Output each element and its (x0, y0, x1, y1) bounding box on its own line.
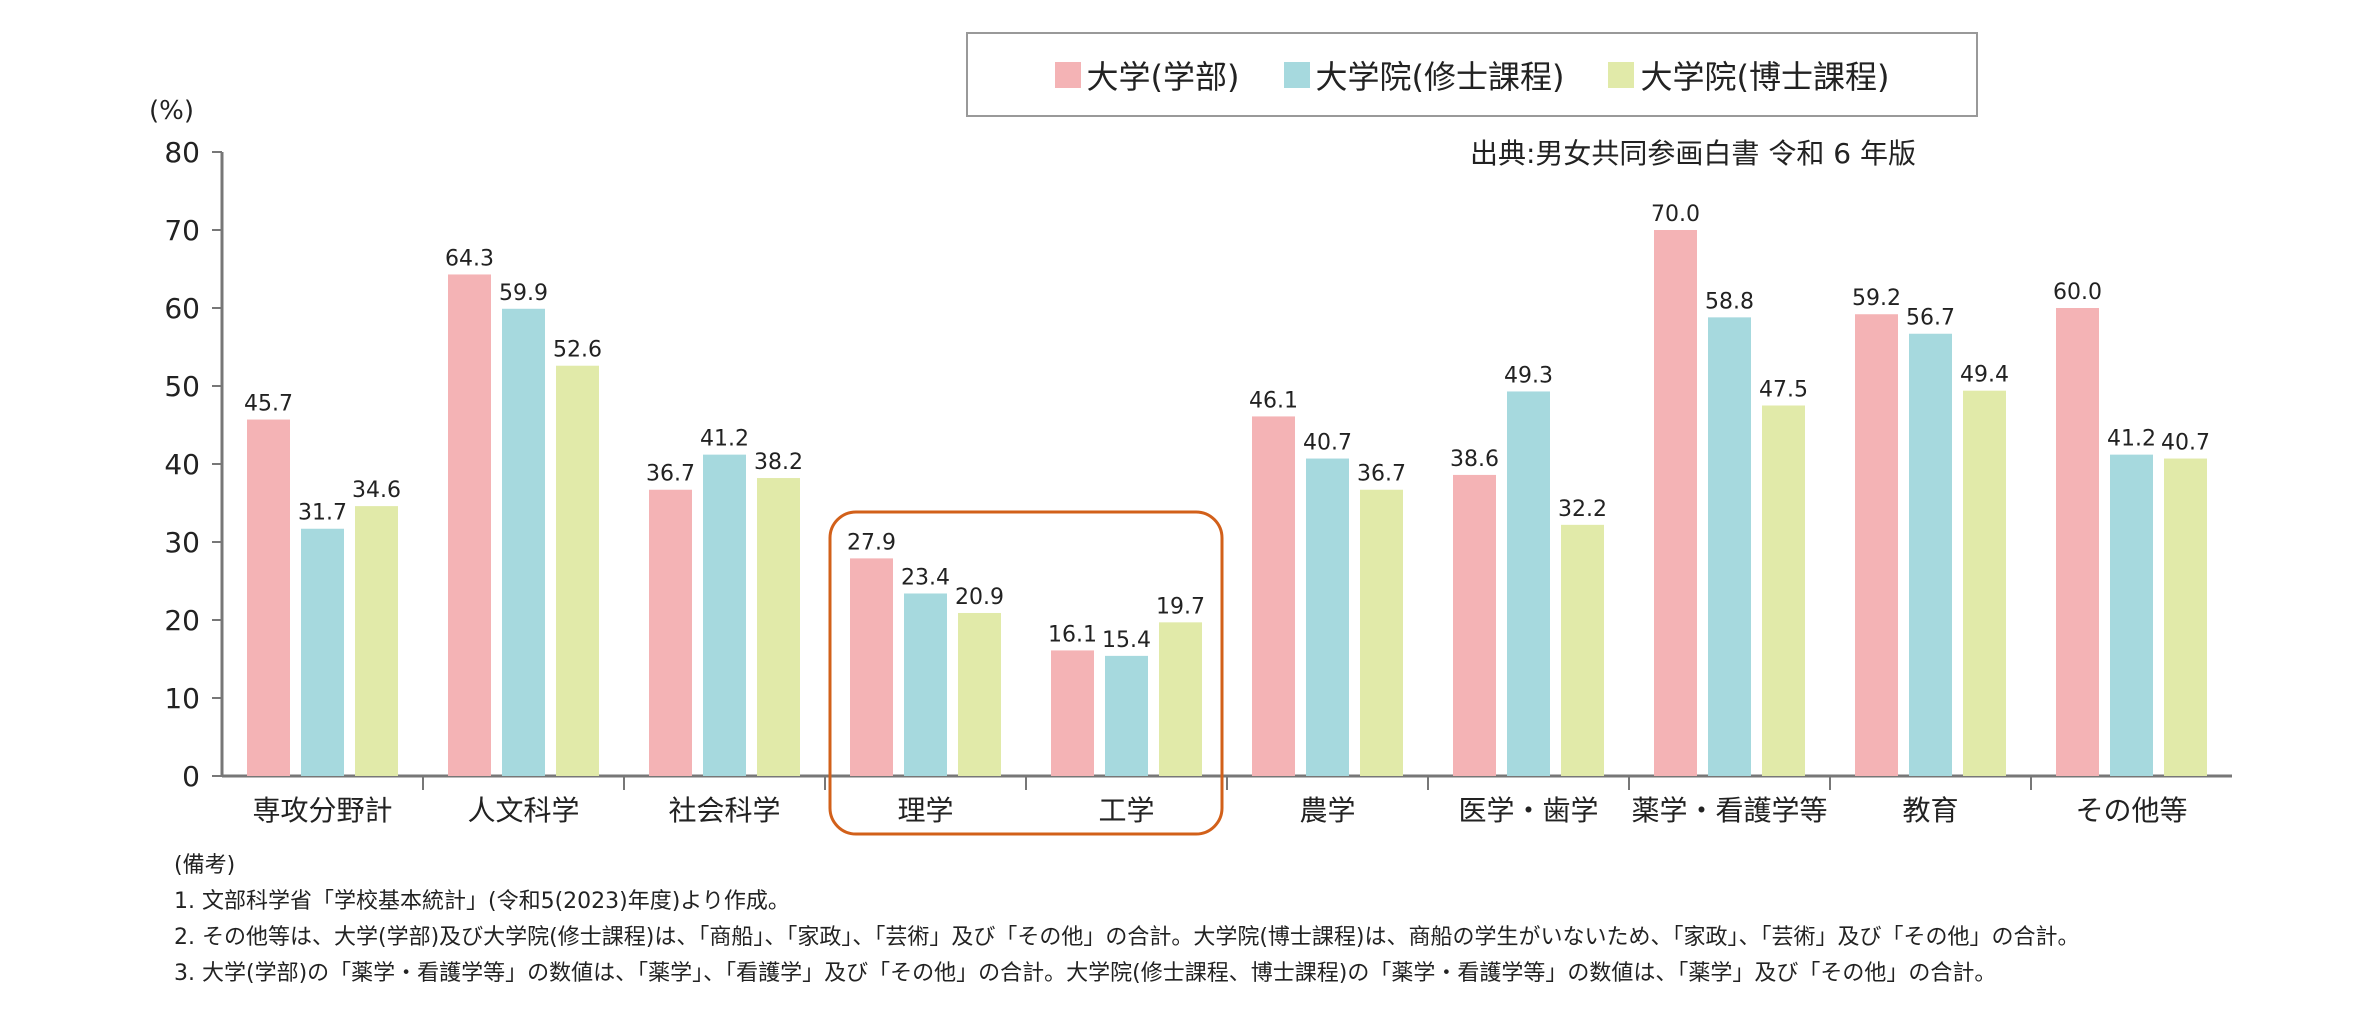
bar (850, 558, 893, 776)
bar (1561, 524, 1604, 776)
legend-swatch-masters (1283, 61, 1310, 88)
x-tick-label: 薬学・看護学等 (1631, 794, 1827, 827)
y-tick-label: 70 (164, 214, 200, 247)
y-tick-label: 60 (164, 292, 200, 325)
data-label: 38.6 (1450, 447, 1499, 472)
data-label: 32.2 (1558, 497, 1607, 522)
bar (649, 489, 692, 776)
bar (2056, 308, 2099, 776)
data-label: 64.3 (445, 246, 494, 271)
y-tick-label: 50 (164, 370, 200, 403)
x-tick-label: 理学 (897, 794, 953, 827)
x-tick-label: 医学・歯学 (1458, 794, 1598, 827)
bar (1360, 489, 1403, 776)
notes: (備考) 1. 文部科学省「学校基本統計」(令和5(2023)年度)より作成。 … (174, 848, 2080, 992)
bar (1306, 458, 1349, 776)
bar (703, 454, 746, 776)
bar (1159, 622, 1202, 776)
data-label: 49.3 (1504, 363, 1553, 388)
legend-item-doctoral: 大学院(博士課程) (1608, 52, 1889, 98)
legend-label-doctoral: 大学院(博士課程) (1640, 57, 1890, 96)
data-label: 45.7 (244, 392, 293, 417)
data-label: 56.7 (1906, 306, 1955, 331)
data-label: 60.0 (2053, 280, 2102, 305)
bar (1762, 405, 1805, 776)
note-3: 3. 大学(学部)の「薬学・看護学等」の数値は、「薬学」、「看護学」及び「その他… (174, 961, 1997, 986)
x-tick-label: 農学 (1299, 794, 1355, 827)
data-label: 41.2 (2107, 427, 2156, 452)
legend-swatch-doctoral (1608, 61, 1635, 88)
x-tick-label: 専攻分野計 (252, 794, 392, 827)
data-label: 20.9 (955, 585, 1004, 610)
data-label: 15.4 (1102, 628, 1151, 653)
data-label: 59.9 (499, 281, 548, 306)
x-tick-label: 工学 (1098, 794, 1154, 827)
data-label: 34.6 (352, 478, 401, 503)
bar (502, 308, 545, 776)
data-label: 31.7 (298, 501, 347, 526)
y-axis-unit: (%) (149, 96, 194, 126)
bar (1909, 333, 1952, 776)
legend-swatch-undergrad (1054, 61, 1081, 88)
y-tick-label: 40 (164, 448, 200, 481)
bar (2110, 454, 2153, 776)
legend-label-undergrad: 大学(学部) (1086, 57, 1240, 96)
data-label: 16.1 (1048, 622, 1097, 647)
bar (1507, 391, 1550, 776)
y-tick-label: 0 (182, 760, 200, 793)
legend-item-undergrad: 大学(学部) (1054, 52, 1240, 98)
bar (301, 528, 344, 776)
data-label: 40.7 (1303, 431, 1352, 456)
bar (355, 506, 398, 776)
bar (1963, 390, 2006, 776)
data-label: 38.2 (754, 450, 803, 475)
y-tick-label: 20 (164, 604, 200, 637)
bar (757, 478, 800, 776)
bar (1654, 230, 1697, 776)
x-tick-label: 人文科学 (467, 794, 579, 827)
data-label: 49.4 (1960, 363, 2009, 388)
bar (904, 593, 947, 776)
bar (1105, 655, 1148, 776)
bar (1855, 314, 1898, 776)
data-label: 58.8 (1705, 289, 1754, 314)
bar (2164, 458, 2207, 776)
notes-heading: (備考) (174, 853, 236, 878)
y-tick-label: 80 (164, 136, 200, 169)
x-tick-label: 社会科学 (668, 794, 780, 827)
data-label: 59.2 (1852, 286, 1901, 311)
data-label: 23.4 (901, 565, 950, 590)
legend-label-masters: 大学院(修士課程) (1315, 57, 1565, 96)
bar (1051, 650, 1094, 776)
data-label: 36.7 (646, 462, 695, 487)
y-tick-label: 30 (164, 526, 200, 559)
source-note: 出典:男女共同参画白書 令和 6 年版 (1470, 137, 1916, 170)
data-label: 47.5 (1759, 378, 1808, 403)
data-label: 40.7 (2161, 431, 2210, 456)
bar (1252, 416, 1295, 776)
legend: 大学(学部) 大学院(修士課程) 大学院(博士課程) (966, 32, 1978, 117)
data-label: 36.7 (1357, 462, 1406, 487)
highlight-frame (828, 510, 1224, 836)
y-tick-label: 10 (164, 682, 200, 715)
data-label: 52.6 (553, 338, 602, 363)
x-tick-label: 教育 (1902, 794, 1958, 827)
bar (448, 274, 491, 776)
bar (1708, 317, 1751, 776)
bar (958, 612, 1001, 776)
bar (1453, 474, 1496, 776)
data-label: 41.2 (700, 427, 749, 452)
bar (247, 419, 290, 776)
data-label: 19.7 (1156, 594, 1205, 619)
data-label: 27.9 (847, 530, 896, 555)
legend-item-masters: 大学院(修士課程) (1283, 52, 1565, 98)
note-2: 2. その他等は、大学(学部)及び大学院(修士課程)は、「商船」、「家政」、「芸… (174, 925, 2080, 950)
note-1: 1. 文部科学省「学校基本統計」(令和5(2023)年度)より作成。 (174, 889, 790, 914)
x-tick-label: その他等 (2075, 794, 2187, 827)
data-label: 70.0 (1651, 202, 1700, 227)
bar (556, 365, 599, 776)
data-label: 46.1 (1249, 388, 1298, 413)
